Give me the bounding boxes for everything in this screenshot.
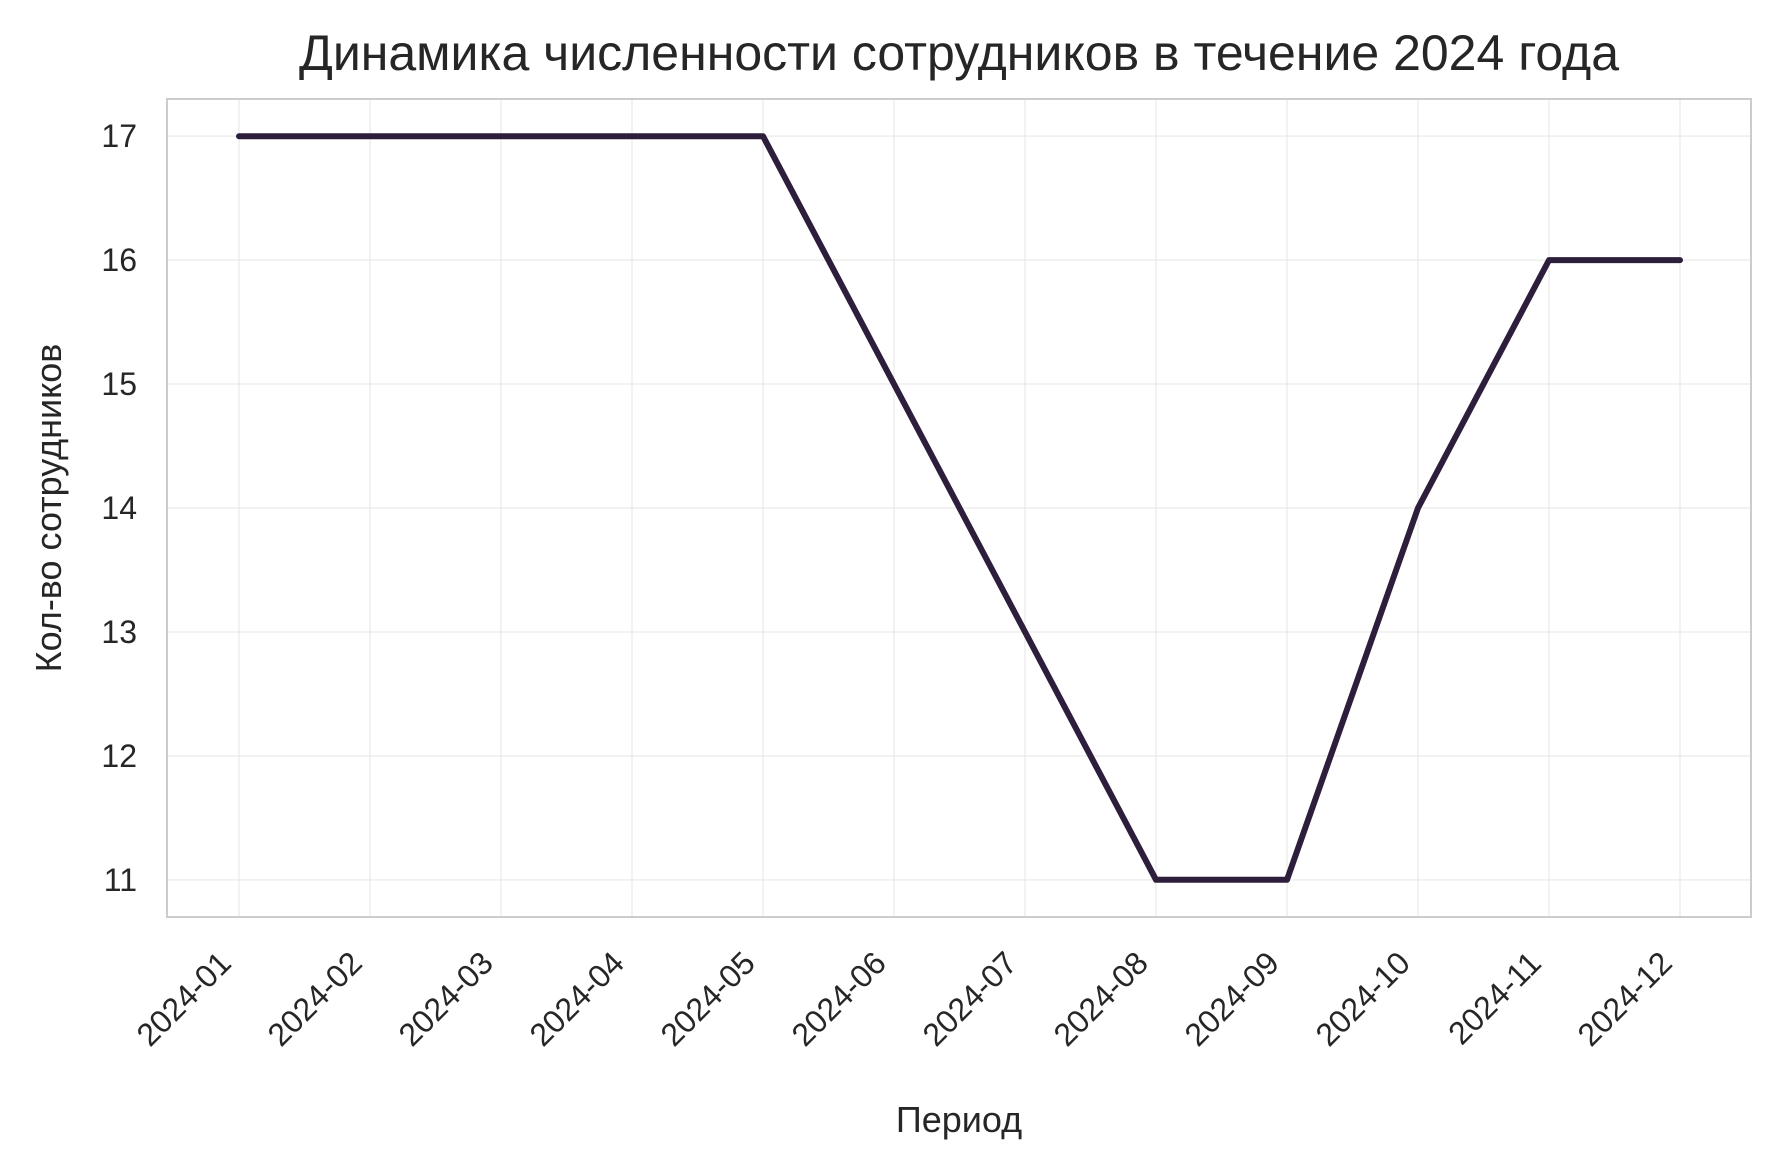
x-tick-label: 2024-01 [129, 944, 237, 1052]
x-tick-label: 2024-05 [653, 944, 761, 1052]
x-tick-label: 2024-08 [1046, 944, 1154, 1052]
y-tick-label: 17 [101, 118, 137, 154]
x-tick-label: 2024-10 [1308, 944, 1416, 1052]
x-tick-label: 2024-06 [784, 944, 892, 1052]
x-tick-labels: 2024-01 2024-02 2024-03 2024-04 2024-05 2024-… [129, 944, 1678, 1052]
y-tick-label: 12 [101, 738, 137, 774]
x-tick-label: 2024-12 [1570, 944, 1678, 1052]
x-tick-label: 2024-02 [260, 944, 368, 1052]
series-line [236, 133, 1683, 883]
series-layer [236, 133, 1683, 883]
y-tick-label: 13 [101, 614, 137, 650]
x-tick-label: 2024-07 [915, 944, 1023, 1052]
y-tick-label: 16 [101, 242, 137, 278]
y-tick-label: 11 [104, 862, 137, 898]
x-tick-label: 2024-03 [391, 944, 499, 1052]
plot-frame [166, 98, 1752, 918]
x-tick-label: 2024-09 [1177, 944, 1285, 1052]
x-tick-label: 2024-04 [522, 944, 630, 1052]
x-tick-label: 2024-11 [1441, 944, 1548, 1051]
y-tick-label: 14 [101, 490, 137, 526]
y-axis-label: Кол-во сотрудников [28, 344, 69, 673]
y-tick-label: 15 [101, 366, 137, 402]
grid [167, 99, 1751, 917]
x-axis-label: Период [896, 1099, 1022, 1140]
chart-title: Динамика численности сотрудников в течен… [299, 25, 1619, 81]
y-tick-labels: 11 12 13 14 15 16 17 [101, 118, 137, 898]
